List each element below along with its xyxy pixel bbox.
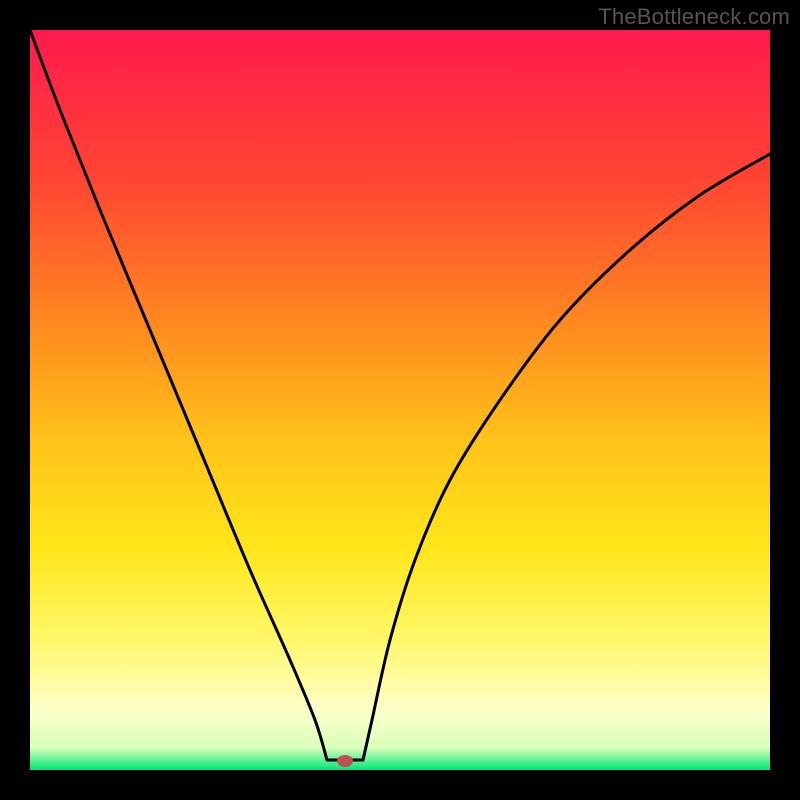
plot-area: [30, 30, 770, 770]
chart-canvas: TheBottleneck.com: [0, 0, 800, 800]
chart-svg: [0, 0, 800, 800]
minimum-marker: [337, 755, 353, 767]
watermark-text: TheBottleneck.com: [598, 4, 790, 30]
